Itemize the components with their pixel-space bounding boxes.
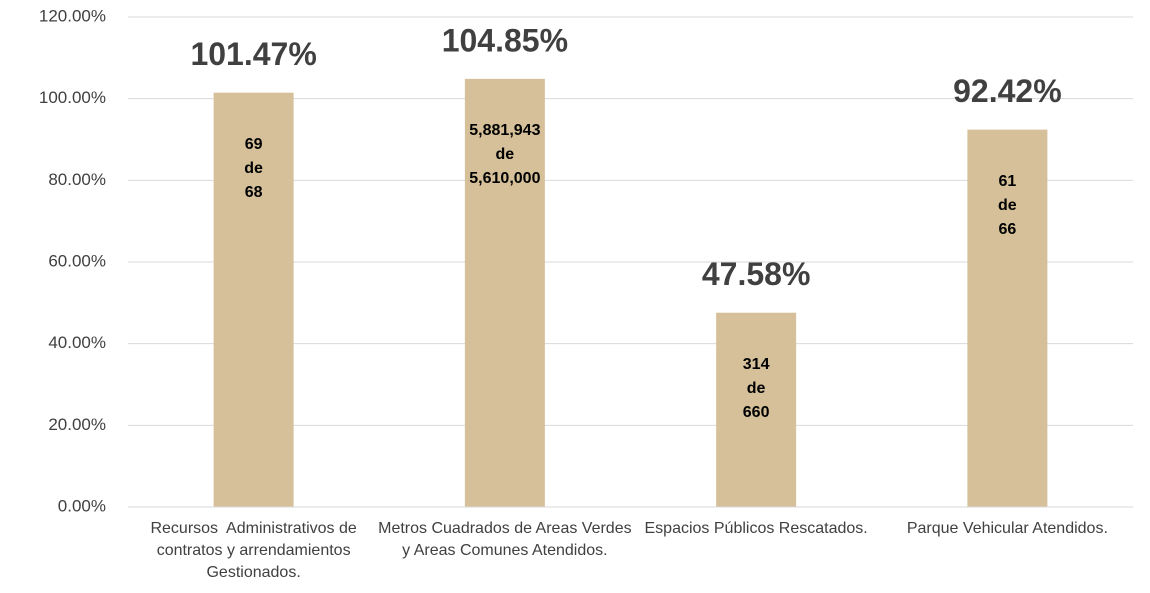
value-label: 47.58% [702, 256, 811, 292]
bar-note: 68 [245, 184, 263, 201]
y-tick-label: 20.00% [48, 415, 106, 434]
y-tick-label: 120.00% [39, 6, 106, 25]
bar-note: 660 [743, 404, 770, 421]
bar-note: de [998, 197, 1017, 214]
value-label: 92.42% [953, 73, 1062, 109]
bar-note: 69 [245, 136, 263, 153]
y-tick-label: 80.00% [48, 170, 106, 189]
y-tick-label: 60.00% [48, 251, 106, 270]
x-tick-label: Metros Cuadrados de Areas Verdes y Areas… [378, 520, 637, 559]
y-tick-label: 0.00% [58, 496, 106, 515]
bar-note: 5,610,000 [469, 170, 540, 187]
bar [213, 92, 294, 507]
value-label: 101.47% [190, 36, 316, 72]
bar-note: 5,881,943 [469, 122, 540, 139]
x-tick-label: Parque Vehicular Atendidos. [906, 520, 1108, 537]
value-label: 104.85% [442, 22, 568, 58]
y-tick-label: 100.00% [39, 88, 106, 107]
bar [967, 129, 1048, 507]
bar [716, 312, 797, 507]
bar [464, 78, 545, 508]
bar-note: 61 [998, 173, 1016, 190]
bar-note: de [496, 146, 515, 163]
bar-note: de [244, 160, 263, 177]
bar-note: de [747, 380, 766, 397]
x-tick-label: Recursos Administrativos de contratos y … [150, 520, 362, 581]
bar-note: 314 [743, 356, 770, 373]
x-tick-label: Espacios Públicos Rescatados. [644, 520, 868, 537]
bar-note: 66 [998, 221, 1016, 238]
y-tick-label: 40.00% [48, 333, 106, 352]
